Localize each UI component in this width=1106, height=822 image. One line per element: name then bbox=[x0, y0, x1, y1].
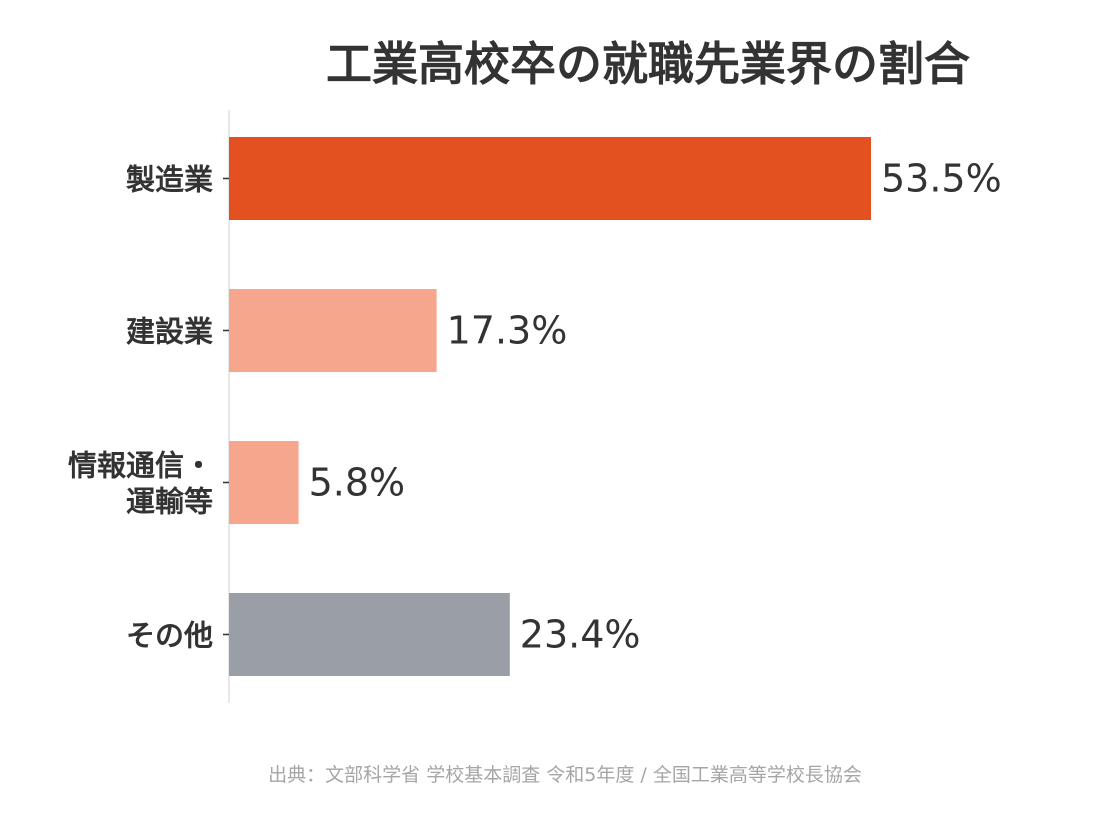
value-label-0: 53.5% bbox=[881, 157, 1002, 201]
value-label-3: 23.4% bbox=[520, 613, 641, 657]
category-label-1: 建設業 bbox=[126, 315, 213, 349]
bar-0 bbox=[229, 137, 871, 220]
category-label-0: 製造業 bbox=[126, 163, 213, 197]
source-note: 出典：文部科学省 学校基本調査 令和5年度 / 全国工業高等学校長協会 bbox=[268, 764, 862, 786]
category-label-2: 情報通信・運輸等 bbox=[68, 449, 213, 519]
bar-3 bbox=[229, 593, 510, 676]
bar-1 bbox=[229, 289, 437, 372]
value-label-2: 5.8% bbox=[309, 461, 406, 505]
chart-title: 工業高校卒の就職先業界の割合 bbox=[326, 37, 970, 91]
value-label-1: 17.3% bbox=[447, 309, 568, 353]
bar-2 bbox=[229, 441, 299, 524]
category-label-3: その他 bbox=[126, 619, 213, 653]
